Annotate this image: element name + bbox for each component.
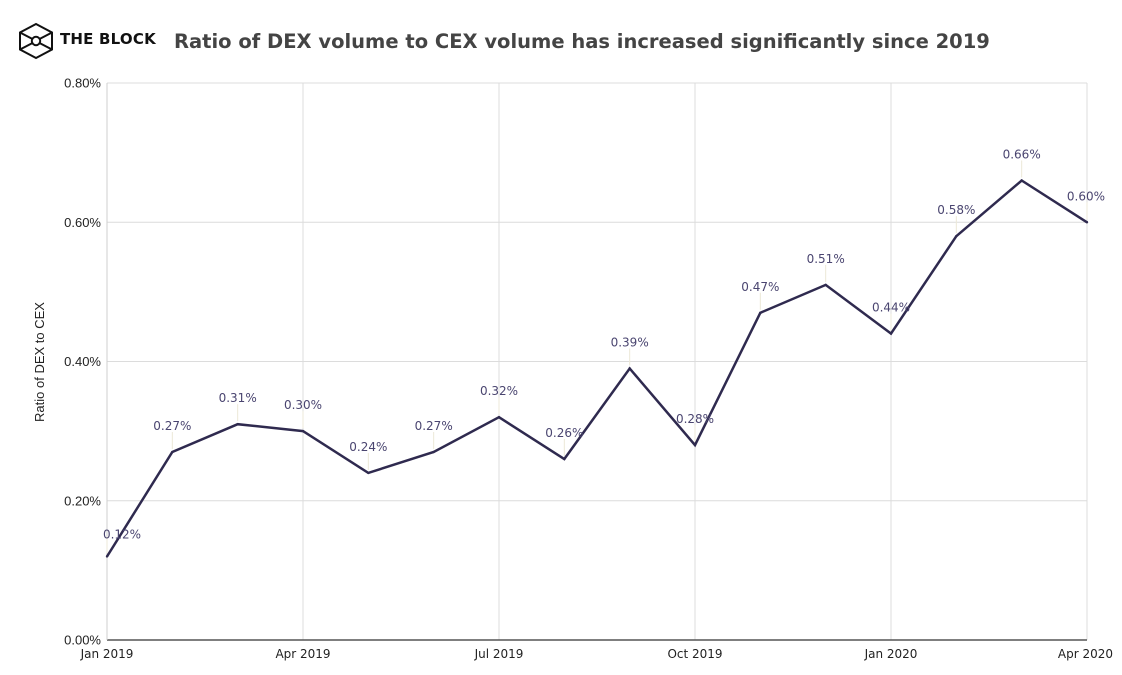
x-tick-label: Jul 2019	[474, 647, 524, 661]
data-label-layer: 0.12% 0.27% 0.31% 0.30% 0.24% 0.27% 0.32% 0.26%…	[103, 147, 1105, 541]
data-point	[824, 283, 827, 287]
cube-logo-icon	[19, 22, 53, 60]
data-label: 0.27%	[153, 419, 191, 433]
x-tick-label: Apr 2020	[1058, 647, 1113, 661]
data-point	[759, 311, 762, 314]
x-tick-label: Jan 2019	[80, 647, 134, 661]
data-label: 0.51%	[807, 252, 845, 266]
data-label: 0.39%	[611, 335, 649, 349]
y-tick-label: 0.60%	[64, 215, 101, 230]
y-tick-label: 0.40%	[64, 354, 101, 369]
x-tick-label: Oct 2019	[667, 647, 722, 661]
data-label: 0.31%	[219, 391, 257, 405]
data-point	[301, 429, 305, 433]
data-label: 0.30%	[284, 398, 322, 412]
data-point	[1020, 179, 1023, 182]
x-tick-label: Apr 2019	[275, 647, 330, 661]
y-tick-label: 0.80%	[64, 76, 101, 91]
data-label: 0.24%	[349, 440, 387, 454]
data-label: 0.44%	[872, 301, 910, 315]
data-point	[628, 367, 631, 370]
data-label: 0.26%	[545, 426, 583, 440]
data-point	[693, 443, 697, 447]
data-label: 0.66%	[1003, 147, 1041, 161]
brand-name: THE BLOCK	[60, 30, 156, 48]
data-point	[367, 471, 370, 475]
data-point	[105, 555, 109, 558]
data-label: 0.60%	[1067, 189, 1105, 203]
data-point	[1085, 221, 1089, 224]
chart-title: Ratio of DEX volume to CEX volume has in…	[174, 30, 990, 53]
data-label: 0.28%	[676, 412, 714, 426]
data-label: 0.32%	[480, 384, 518, 398]
grid-layer	[106, 82, 1088, 640]
data-point	[171, 450, 174, 454]
data-point	[563, 457, 566, 461]
leader-layer	[106, 160, 1088, 554]
data-label: 0.27%	[415, 419, 453, 433]
y-tick-label: 0.20%	[64, 493, 101, 508]
data-point	[889, 332, 893, 335]
data-point	[497, 416, 501, 419]
data-label: 0.58%	[937, 203, 975, 217]
series-layer	[105, 178, 1089, 558]
data-point	[236, 422, 239, 426]
data-point	[432, 450, 435, 454]
y-tick-label: 0.00%	[64, 633, 101, 648]
x-tick-label: Jan 2020	[864, 647, 918, 661]
data-label: 0.12%	[103, 527, 141, 541]
data-point	[955, 234, 958, 238]
data-label: 0.47%	[741, 280, 779, 294]
axis-layer: 0.00% 0.20% 0.40% 0.60% 0.80% Jan 2019 Apr 201…	[64, 76, 1113, 662]
series-line	[105, 178, 1088, 558]
y-axis-label: Ratio of DEX to CEX	[32, 302, 47, 422]
